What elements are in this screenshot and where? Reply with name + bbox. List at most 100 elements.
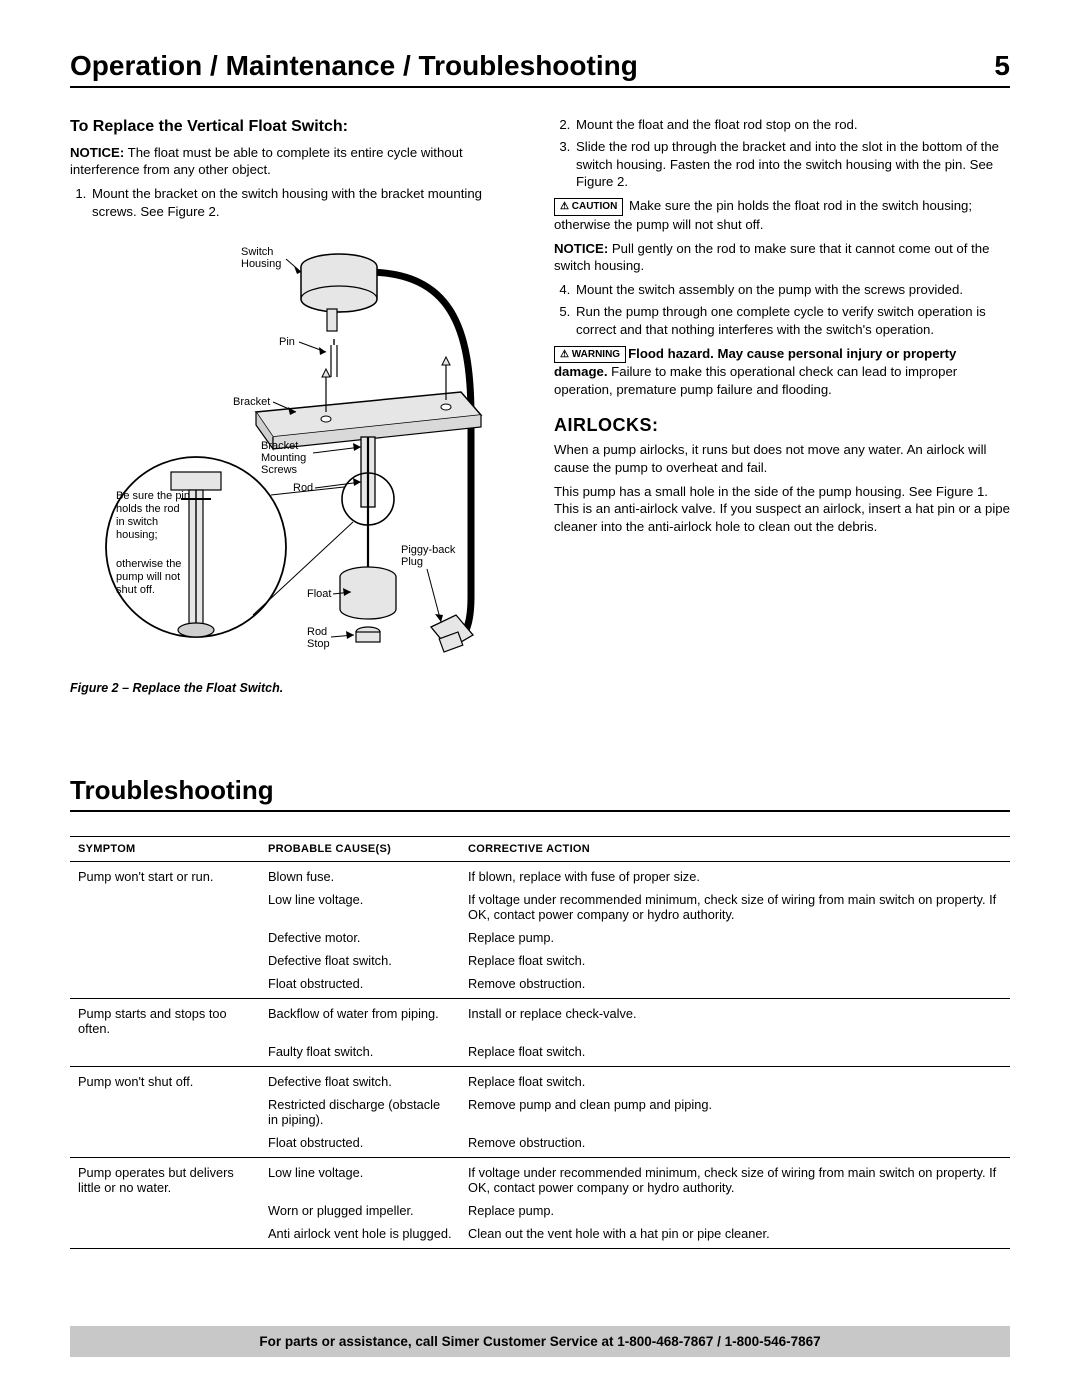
table-header-row: SYMPTOM PROBABLE CAUSE(S) CORRECTIVE ACT…	[70, 836, 1010, 861]
steps-right-2: Mount the switch assembly on the pump wi…	[554, 281, 1010, 338]
page-number: 5	[994, 50, 1010, 82]
step-4: Mount the switch assembly on the pump wi…	[574, 281, 1010, 299]
cell-cause: Anti airlock vent hole is plugged.	[260, 1222, 460, 1249]
notice-label-2: NOTICE:	[554, 241, 608, 256]
airlocks-heading: AIRLOCKS:	[554, 413, 1010, 437]
cell-symptom	[70, 1222, 260, 1249]
table-row: Float obstructed.Remove obstruction.	[70, 1131, 1010, 1158]
notice-paragraph-2: NOTICE: Pull gently on the rod to make s…	[554, 240, 1010, 276]
two-column-layout: To Replace the Vertical Float Switch: NO…	[70, 116, 1010, 705]
figure-2-caption: Figure 2 – Replace the Float Switch.	[70, 680, 526, 697]
cell-symptom: Pump won't shut off.	[70, 1066, 260, 1093]
lbl-rodstop1: Rod	[307, 626, 327, 638]
cell-symptom: Pump starts and stops too often.	[70, 998, 260, 1040]
table-row: Defective motor.Replace pump.	[70, 926, 1010, 949]
cell-cause: Restricted discharge (obstacle in piping…	[260, 1093, 460, 1131]
caution-badge: CAUTION	[554, 198, 623, 216]
cell-action: Replace pump.	[460, 926, 1010, 949]
svg-text:Screws: Screws	[261, 464, 298, 476]
table-row: Pump operates but delivers little or no …	[70, 1157, 1010, 1199]
cell-action: Install or replace check-valve.	[460, 998, 1010, 1040]
cell-cause: Defective motor.	[260, 926, 460, 949]
cell-cause: Blown fuse.	[260, 861, 460, 888]
troubleshooting-heading: Troubleshooting	[70, 775, 1010, 812]
svg-text:Plug: Plug	[401, 556, 423, 568]
lbl-rod: Rod	[293, 482, 313, 494]
step-3: Slide the rod up through the bracket and…	[574, 138, 1010, 191]
th-symptom: SYMPTOM	[70, 836, 260, 861]
lbl-float: Float	[307, 588, 331, 600]
float-switch-diagram: Switch Housing Pin Bracket Bracket Mount…	[101, 237, 496, 667]
cell-action: Replace float switch.	[460, 1066, 1010, 1093]
notice-label: NOTICE:	[70, 145, 124, 160]
cell-action: Replace float switch.	[460, 1040, 1010, 1067]
cell-cause: Float obstructed.	[260, 972, 460, 999]
steps-left: Mount the bracket on the switch housing …	[70, 185, 526, 221]
cell-symptom	[70, 1131, 260, 1158]
table-row: Pump won't shut off.Defective float swit…	[70, 1066, 1010, 1093]
cell-cause: Defective float switch.	[260, 949, 460, 972]
notice-text-2: Pull gently on the rod to make sure that…	[554, 241, 989, 274]
cell-symptom: Pump operates but delivers little or no …	[70, 1157, 260, 1199]
left-column: To Replace the Vertical Float Switch: NO…	[70, 116, 526, 705]
step-1: Mount the bracket on the switch housing …	[90, 185, 526, 221]
notice-text: The float must be able to complete its e…	[70, 145, 463, 178]
table-row: Restricted discharge (obstacle in piping…	[70, 1093, 1010, 1131]
cell-cause: Worn or plugged impeller.	[260, 1199, 460, 1222]
warning-badge: WARNING	[554, 346, 626, 364]
svg-text:in switch: in switch	[116, 516, 158, 528]
caution-paragraph: CAUTION Make sure the pin holds the floa…	[554, 197, 1010, 233]
step-5: Run the pump through one complete cycle …	[574, 303, 1010, 339]
cell-cause: Backflow of water from piping.	[260, 998, 460, 1040]
cell-cause: Float obstructed.	[260, 1131, 460, 1158]
svg-text:Mounting: Mounting	[261, 452, 306, 464]
cell-symptom	[70, 888, 260, 926]
svg-text:otherwise the: otherwise the	[116, 558, 181, 570]
th-action: CORRECTIVE ACTION	[460, 836, 1010, 861]
table-row: Anti airlock vent hole is plugged.Clean …	[70, 1222, 1010, 1249]
cell-symptom	[70, 1093, 260, 1131]
step-2: Mount the float and the float rod stop o…	[574, 116, 1010, 134]
notice-paragraph: NOTICE: The float must be able to comple…	[70, 144, 526, 180]
replace-switch-heading: To Replace the Vertical Float Switch:	[70, 116, 526, 138]
lbl-piggy1: Piggy-back	[401, 544, 456, 556]
svg-text:Stop: Stop	[307, 638, 330, 650]
cell-action: Clean out the vent hole with a hat pin o…	[460, 1222, 1010, 1249]
th-cause: PROBABLE CAUSE(S)	[260, 836, 460, 861]
cell-action: Remove pump and clean pump and piping.	[460, 1093, 1010, 1131]
page-title: Operation / Maintenance / Troubleshootin…	[70, 50, 638, 82]
cell-action: Replace float switch.	[460, 949, 1010, 972]
table-row: Worn or plugged impeller.Replace pump.	[70, 1199, 1010, 1222]
cell-action: If blown, replace with fuse of proper si…	[460, 861, 1010, 888]
airlocks-p1: When a pump airlocks, it runs but does n…	[554, 441, 1010, 477]
table-row: Low line voltage.If voltage under recomm…	[70, 888, 1010, 926]
table-row: Float obstructed.Remove obstruction.	[70, 972, 1010, 999]
cell-symptom	[70, 949, 260, 972]
cell-symptom	[70, 1040, 260, 1067]
warning-text: Failure to make this operational check c…	[554, 364, 957, 397]
table-row: Pump won't start or run.Blown fuse.If bl…	[70, 861, 1010, 888]
table-row: Defective float switch.Replace float swi…	[70, 949, 1010, 972]
cell-action: Remove obstruction.	[460, 972, 1010, 999]
svg-text:housing;: housing;	[116, 529, 158, 541]
cell-cause: Low line voltage.	[260, 1157, 460, 1199]
cell-cause: Defective float switch.	[260, 1066, 460, 1093]
steps-right: Mount the float and the float rod stop o…	[554, 116, 1010, 191]
cell-action: If voltage under recommended minimum, ch…	[460, 1157, 1010, 1199]
cell-symptom	[70, 972, 260, 999]
footer-bar: For parts or assistance, call Simer Cust…	[70, 1326, 1010, 1357]
cell-action: If voltage under recommended minimum, ch…	[460, 888, 1010, 926]
cell-cause: Low line voltage.	[260, 888, 460, 926]
cell-action: Replace pump.	[460, 1199, 1010, 1222]
table-row: Pump starts and stops too often.Backflow…	[70, 998, 1010, 1040]
svg-text:shut off.: shut off.	[116, 584, 155, 596]
lbl-switch-housing: Switch	[241, 246, 273, 258]
cell-symptom	[70, 1199, 260, 1222]
airlocks-p2: This pump has a small hole in the side o…	[554, 483, 1010, 536]
figure-2: Switch Housing Pin Bracket Bracket Mount…	[70, 237, 526, 697]
lbl-bracket: Bracket	[233, 396, 270, 408]
warning-paragraph: WARNINGFlood hazard. May cause personal …	[554, 345, 1010, 399]
table-row: Faulty float switch.Replace float switch…	[70, 1040, 1010, 1067]
cell-cause: Faulty float switch.	[260, 1040, 460, 1067]
lbl-bms1: Bracket	[261, 440, 298, 452]
